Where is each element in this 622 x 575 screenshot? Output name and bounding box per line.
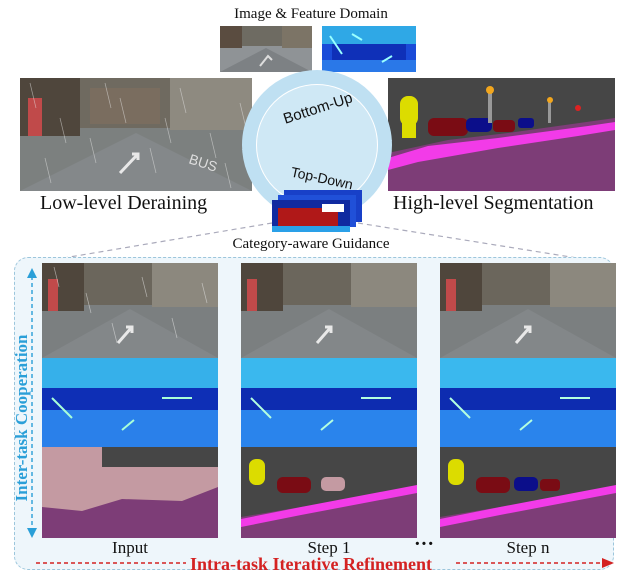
input-segmentation-map xyxy=(42,447,218,538)
stepn-feature-map xyxy=(440,358,616,447)
step1-segmentation-map xyxy=(241,447,417,538)
stepn-segmentation-map xyxy=(440,447,616,538)
ellipsis-dots: ··· xyxy=(414,533,434,556)
category-guidance-maps xyxy=(272,190,362,234)
low-level-deraining-label: Low-level Deraining xyxy=(40,192,207,215)
stepn-derained-image xyxy=(440,263,616,358)
inter-task-cooperation-label: Inter-task Cooperation xyxy=(12,298,32,538)
input-feature-map xyxy=(42,358,218,447)
category-aware-guidance-label: Category-aware Guidance xyxy=(0,236,622,253)
intra-task-refinement-label: Intra-task Iterative Refinement xyxy=(0,554,622,575)
high-level-segmentation-label: High-level Segmentation xyxy=(393,192,594,215)
step1-derained-image xyxy=(241,263,417,358)
input-rainy-image xyxy=(42,263,218,358)
step1-feature-map xyxy=(241,358,417,447)
